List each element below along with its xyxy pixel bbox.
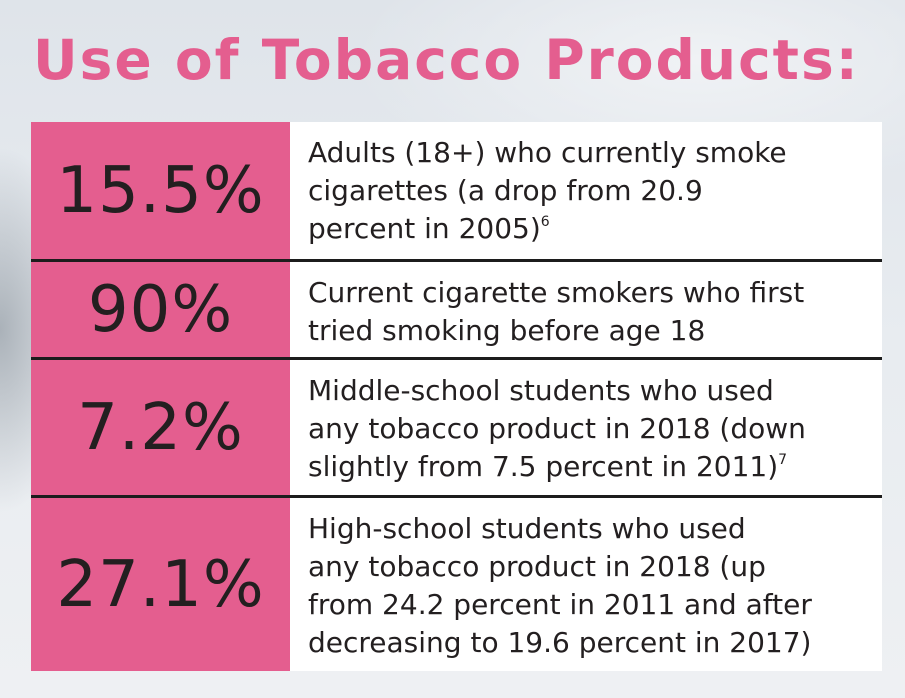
stat-line: Current cigarette smokers who first — [308, 276, 805, 309]
stat-description: Middle-school students who used any toba… — [290, 360, 882, 495]
stat-line: any tobacco product in 2018 (down — [308, 412, 806, 445]
stat-line: Middle-school students who used — [308, 374, 774, 407]
stat-percent: 90% — [31, 262, 290, 357]
stat-row: 15.5% Adults (18+) who currently smoke c… — [31, 122, 882, 259]
stat-percent: 7.2% — [31, 360, 290, 495]
stat-line: from 24.2 percent in 2011 and after — [308, 588, 812, 621]
stat-line: any tobacco product in 2018 (up — [308, 550, 766, 583]
stat-description: Adults (18+) who currently smoke cigaret… — [290, 122, 882, 259]
stat-line: slightly from 7.5 percent in 2011)7 — [308, 450, 788, 483]
stat-line: cigarettes (a drop from 20.9 — [308, 174, 703, 207]
stat-percent: 27.1% — [31, 498, 290, 671]
stat-description: High-school students who used any tobacc… — [290, 498, 882, 671]
footnote-marker: 6 — [540, 214, 550, 230]
stat-row: 90% Current cigarette smokers who first … — [31, 259, 882, 357]
stat-percent: 15.5% — [31, 122, 290, 259]
stat-line: Adults (18+) who currently smoke — [308, 136, 787, 169]
stat-row: 7.2% Middle-school students who used any… — [31, 357, 882, 495]
footnote-marker: 7 — [778, 452, 788, 468]
stat-description: Current cigarette smokers who first trie… — [290, 262, 882, 357]
stat-row: 27.1% High-school students who used any … — [31, 495, 882, 671]
stat-line: tried smoking before age 18 — [308, 314, 706, 347]
stat-line: decreasing to 19.6 percent in 2017) — [308, 626, 812, 659]
stats-table: 15.5% Adults (18+) who currently smoke c… — [31, 122, 882, 671]
stat-line: percent in 2005)6 — [308, 212, 550, 245]
page-title: Use of Tobacco Products: — [33, 28, 860, 92]
stat-line: High-school students who used — [308, 512, 746, 545]
